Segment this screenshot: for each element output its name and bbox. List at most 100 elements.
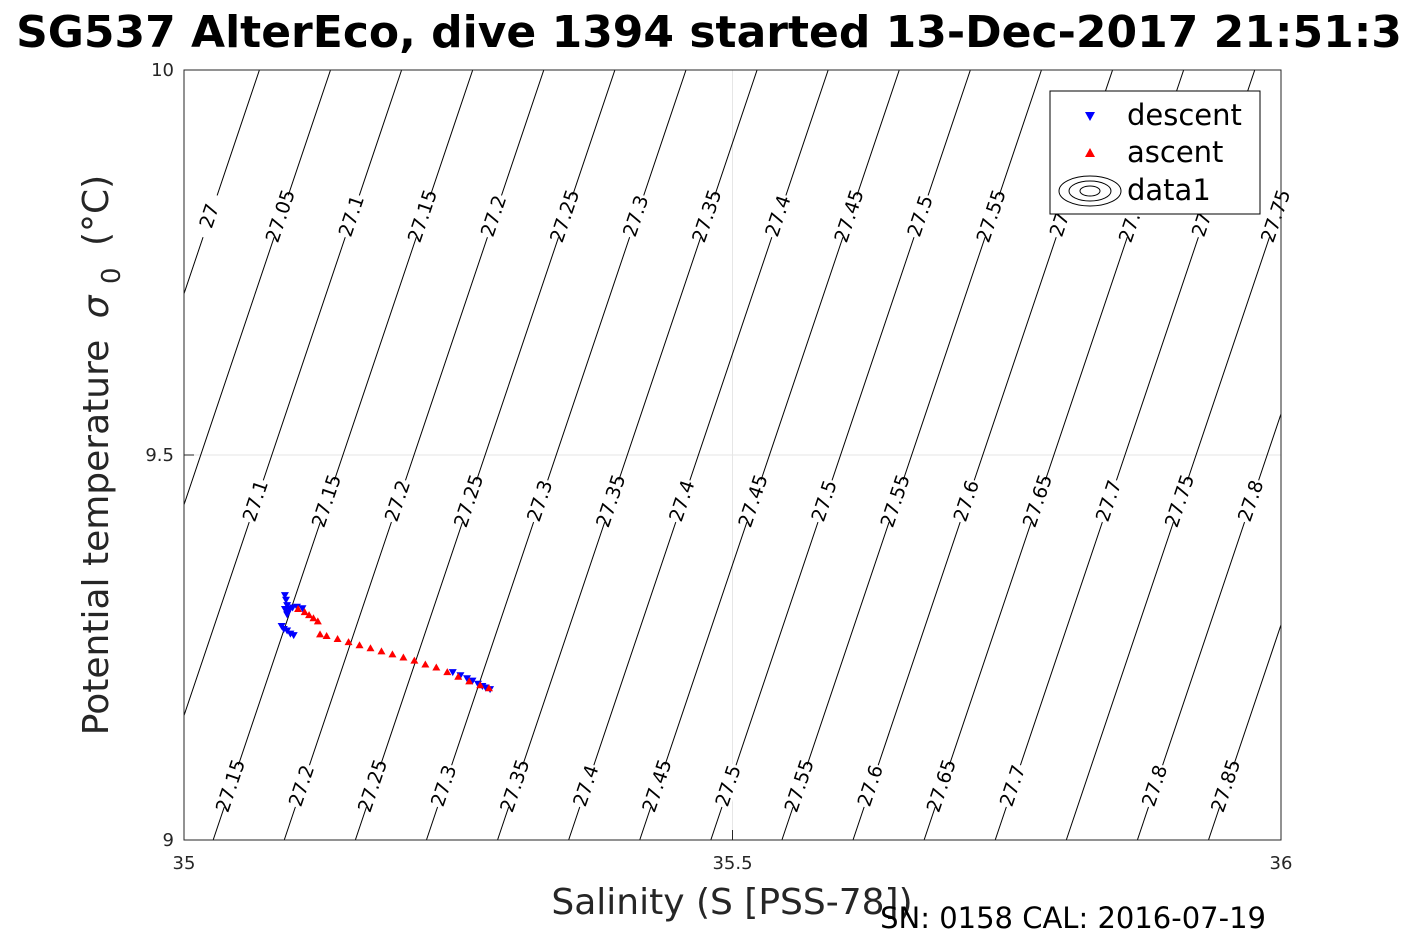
legend-descent-marker [1085, 112, 1095, 121]
contour-label-bg [664, 476, 698, 525]
contour-label-bg [923, 761, 957, 810]
ascent-point [309, 614, 318, 622]
grid-lines [184, 70, 1281, 840]
ascent-point [476, 681, 485, 689]
contour-label-bg [760, 191, 794, 240]
descent-point [448, 669, 457, 677]
contour-line [1208, 623, 1281, 840]
ascent-point [410, 656, 419, 664]
contour-label-bg [1208, 761, 1242, 810]
axis-ticks: 35 35.5 36 9 9.5 10 [145, 60, 1292, 874]
contour-label-bg [333, 191, 367, 240]
y-tick-label: 10 [151, 60, 174, 81]
contour-line [1065, 201, 1281, 840]
contour-label-bg [710, 761, 744, 810]
legend: descent ascent data1 [1049, 90, 1261, 215]
descent-point [468, 677, 477, 685]
contour-label-bg [476, 191, 510, 240]
svg-text:Potential temperature σ: Potential temperature σ 0 (°C) [76, 175, 129, 735]
y-axis-label-symbol: σ [76, 294, 117, 318]
ascent-point [322, 631, 331, 639]
descent-point [298, 605, 307, 613]
ascent-point [377, 647, 386, 655]
legend-data1-label: data1 [1127, 173, 1211, 207]
data-series [277, 592, 495, 694]
ascent-point [333, 635, 342, 643]
descent-point [463, 675, 472, 683]
contour-label-bg [689, 191, 723, 240]
descent-point [282, 596, 291, 604]
serial-calibration-note: SN: 0158 CAL: 2016-07-19 [880, 901, 1266, 935]
y-tick-label: 9.5 [145, 445, 174, 466]
contour-label-bg [994, 761, 1028, 810]
ascent-point [484, 684, 493, 692]
contour-label-bg [948, 476, 982, 525]
y-axis-label-subscript: 0 [97, 267, 127, 284]
x-tick-label: 35.5 [712, 853, 752, 874]
contour-label-bg [902, 191, 936, 240]
contour-line [1136, 412, 1281, 840]
ascent-point [366, 644, 375, 652]
contour-label-bg [451, 476, 485, 525]
legend-ascent-label: ascent [1127, 135, 1223, 169]
contour-label-bg [380, 476, 414, 525]
contour-label-bg [1137, 761, 1171, 810]
contour-label-bg [284, 761, 318, 810]
contour-label-bg [522, 476, 556, 525]
legend-box [1049, 90, 1261, 215]
ascent-point [316, 630, 325, 638]
ascent-point [399, 653, 408, 661]
contour-label-bg [618, 191, 652, 240]
contour-label-bg [639, 761, 673, 810]
contour-label-bg [237, 476, 271, 525]
descent-point [289, 632, 298, 640]
ascent-point [388, 650, 397, 658]
ascent-point [432, 663, 441, 671]
ascent-point [421, 660, 430, 668]
contour-label-bg [593, 476, 627, 525]
contour-label-bg [547, 191, 581, 240]
contour-label-bg [212, 761, 246, 810]
ascent-point [344, 638, 353, 646]
y-tick-label: 9 [163, 830, 174, 851]
ascent-point [465, 677, 474, 685]
contour-label-bg [1091, 476, 1125, 525]
contour-label-bg [191, 191, 225, 240]
contour-label-bg [735, 476, 769, 525]
x-tick-label: 35 [173, 853, 196, 874]
legend-descent-label: descent [1127, 98, 1242, 132]
contour-label-bg [497, 761, 531, 810]
descent-point [283, 602, 292, 610]
descent-point [280, 592, 289, 600]
contour-label-bg [568, 761, 602, 810]
contour-label-bg [1233, 476, 1267, 525]
contour-label-bg [831, 191, 865, 240]
y-axis-label-text: Potential temperature [76, 340, 117, 735]
ascent-point [305, 611, 314, 619]
chart-title: SG537 AlterEco, dive 1394 started 13-Dec… [16, 7, 1402, 58]
contour-label-bg [355, 761, 389, 810]
x-tick-label: 36 [1270, 853, 1293, 874]
descent-point [283, 611, 292, 619]
ascent-point [355, 641, 364, 649]
contour-label-bg [1019, 476, 1053, 525]
ascent-point [443, 668, 452, 676]
contour-label-bg [806, 476, 840, 525]
contour-label-bg [781, 761, 815, 810]
x-axis-label: Salinity (S [PSS-78]) [551, 882, 912, 923]
legend-ascent-marker [1085, 148, 1095, 157]
ascent-point [294, 605, 303, 612]
ascent-point [454, 672, 463, 680]
contour-label-bg [426, 761, 460, 810]
contour-label-bg [852, 761, 886, 810]
y-axis-label: Potential temperature σ 0 (°C) [76, 175, 129, 735]
contour-label-bg [973, 191, 1007, 240]
contour-label-bg [1258, 191, 1292, 240]
ascent-point [300, 608, 309, 616]
contour-label-bg [1162, 476, 1196, 525]
contour-label-bg [877, 476, 911, 525]
contour-label-bg [404, 191, 438, 240]
legend-contour-icon [1058, 175, 1122, 207]
contour-label-bg [308, 476, 342, 525]
